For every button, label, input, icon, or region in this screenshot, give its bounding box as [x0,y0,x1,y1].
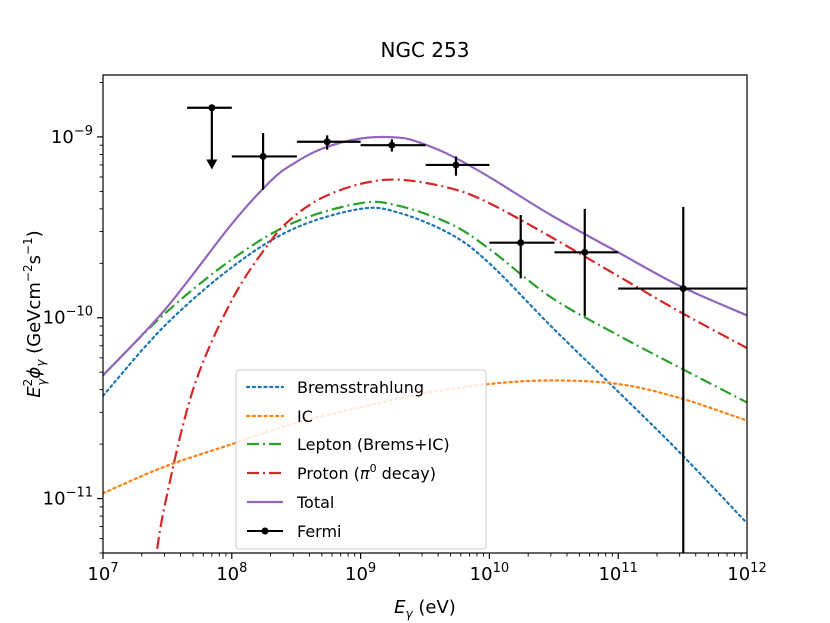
fermi-point-1 [187,104,232,170]
series-line-bremsstrahlung [103,206,747,525]
legend: Bremsstrahlung IC Lepton (Brems+IC) Prot… [235,369,487,550]
fermi-marker [517,239,525,247]
x-axis-ticks: 107 108 109 1010 1011 1012 [87,553,767,585]
fermi-marker [208,104,216,112]
y-tick-label: 10−9 [51,124,93,148]
series-line-total [103,136,747,377]
legend-label: Proton (π0 decay) [297,462,436,483]
fermi-point-7 [554,208,619,317]
y-tick-label: 10−11 [43,486,93,510]
legend-label: Fermi [297,522,342,541]
y-axis-label: E2γϕγ (GeVcm−2s−1) [21,230,49,397]
series-line-ic [103,379,747,495]
x-tick-label: 107 [87,561,118,585]
fermi-point-2 [231,133,297,190]
legend-box [235,369,487,550]
fermi-marker [259,152,267,160]
fermi-point-3 [296,135,361,150]
y-axis-ticks: 10−11 10−10 10−9 [43,82,103,554]
legend-item-proton: Proton (π0 decay) [247,462,436,483]
y-tick-label: 10−10 [43,305,93,329]
legend-item-fermi: Fermi [247,522,342,541]
series-curves [103,136,747,553]
x-tick-label: 1012 [727,561,766,585]
fermi-point-4 [360,139,426,152]
legend-item-total: Total [247,493,334,512]
legend-item-lepton: Lepton (Brems+IC) [247,435,450,454]
fermi-points [187,104,747,553]
fermi-point-5 [425,156,490,176]
fermi-marker [388,141,396,149]
fermi-point-8 [618,206,747,553]
legend-label: IC [297,407,313,426]
fermi-upper-limit-arrow [206,159,218,170]
series-line-proton-0-decay [155,178,747,553]
legend-label: Bremsstrahlung [297,378,424,397]
fermi-marker [323,138,331,146]
x-tick-label: 1011 [598,561,637,585]
fermi-point-6 [489,214,555,279]
chart-title: NGC 253 [381,38,470,62]
legend-label: Lepton (Brems+IC) [297,435,450,454]
plot-frame [102,74,748,554]
legend-label: Total [296,493,334,512]
x-tick-label: 109 [345,561,376,585]
x-axis-label: Eγ (eV) [394,597,456,621]
fermi-marker [581,248,589,256]
fermi-marker [679,285,687,293]
series-line-lepton-brems-ic [103,200,747,404]
legend-item-ic: IC [245,407,313,426]
x-tick-label: 108 [216,561,247,585]
x-tick-label: 1010 [470,561,509,585]
legend-item-bremsstrahlung: Bremsstrahlung [245,378,424,397]
fermi-marker [452,161,460,169]
